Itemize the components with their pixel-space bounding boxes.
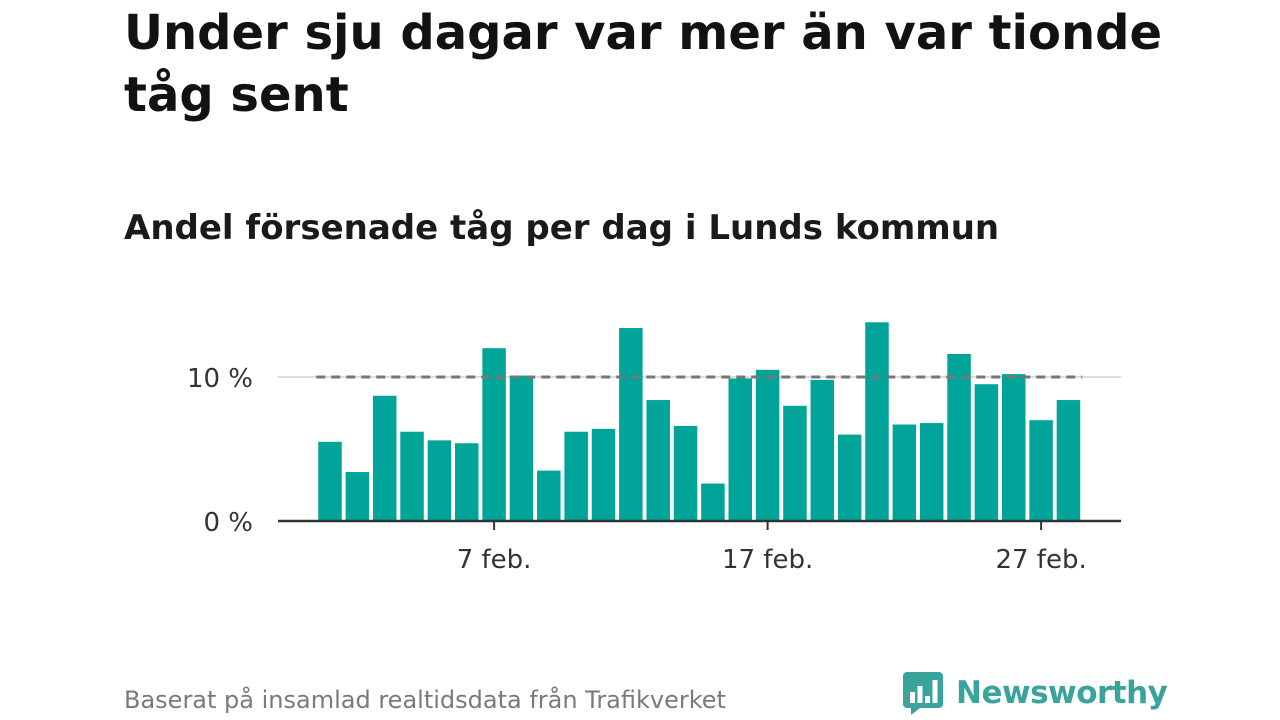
bar xyxy=(372,395,397,521)
bar xyxy=(755,369,780,521)
bar-chart-speech-bubble-icon xyxy=(903,672,943,715)
source-note: Baserat på insamlad realtidsdata från Tr… xyxy=(124,686,726,714)
chart-title: Under sju dagar var mer än var tionde tå… xyxy=(124,5,1163,123)
bar xyxy=(345,472,370,521)
y-tick-label: 10 % xyxy=(187,364,253,394)
bar xyxy=(427,440,452,521)
bar xyxy=(591,428,616,521)
bar xyxy=(400,431,424,521)
bar xyxy=(728,378,752,521)
bar xyxy=(564,431,588,521)
bar-chart: 0 % 10 % 7 feb. 17 feb. 27 feb. xyxy=(187,322,1121,575)
bar xyxy=(701,483,725,521)
x-tick-label: 27 feb. xyxy=(995,545,1086,575)
bar xyxy=(509,375,534,521)
brand-logo: Newsworthy xyxy=(902,670,1168,716)
bar xyxy=(537,470,561,521)
bar xyxy=(974,384,999,521)
bar xyxy=(947,353,971,521)
bar xyxy=(865,322,889,521)
bar xyxy=(919,423,944,521)
bar xyxy=(837,434,862,521)
bar xyxy=(892,424,917,521)
x-tick-label: 7 feb. xyxy=(457,545,532,575)
bar xyxy=(646,400,670,521)
y-tick-label: 0 % xyxy=(203,508,253,538)
bar xyxy=(455,443,479,521)
bar xyxy=(783,405,807,521)
bar xyxy=(1029,420,1053,521)
bar xyxy=(318,441,342,521)
bar xyxy=(673,425,698,521)
bar xyxy=(482,348,506,521)
bar xyxy=(810,379,835,521)
bar xyxy=(619,328,643,521)
chart-subtitle: Andel försenade tåg per dag i Lunds komm… xyxy=(124,208,1000,248)
bar xyxy=(1002,374,1026,521)
brand-name: Newsworthy xyxy=(956,675,1168,711)
bar xyxy=(1056,400,1081,521)
x-tick-label: 17 feb. xyxy=(722,545,813,575)
